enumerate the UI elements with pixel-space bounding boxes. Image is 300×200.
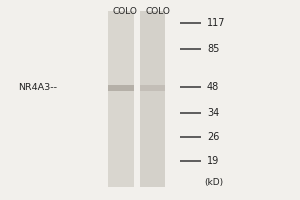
Text: 85: 85 (207, 44, 219, 54)
Bar (108, 11, 134, 187)
Bar (108, 85, 134, 91)
Text: COLO: COLO (145, 7, 170, 16)
Text: 48: 48 (207, 82, 219, 92)
Text: 117: 117 (207, 18, 226, 28)
Text: NR4A3--: NR4A3-- (18, 83, 57, 92)
Bar (140, 11, 165, 187)
Text: 19: 19 (207, 156, 219, 166)
Text: COLO: COLO (112, 7, 137, 16)
Text: 26: 26 (207, 132, 219, 142)
Text: 34: 34 (207, 108, 219, 118)
Bar (140, 85, 165, 91)
Text: (kD): (kD) (204, 178, 223, 188)
